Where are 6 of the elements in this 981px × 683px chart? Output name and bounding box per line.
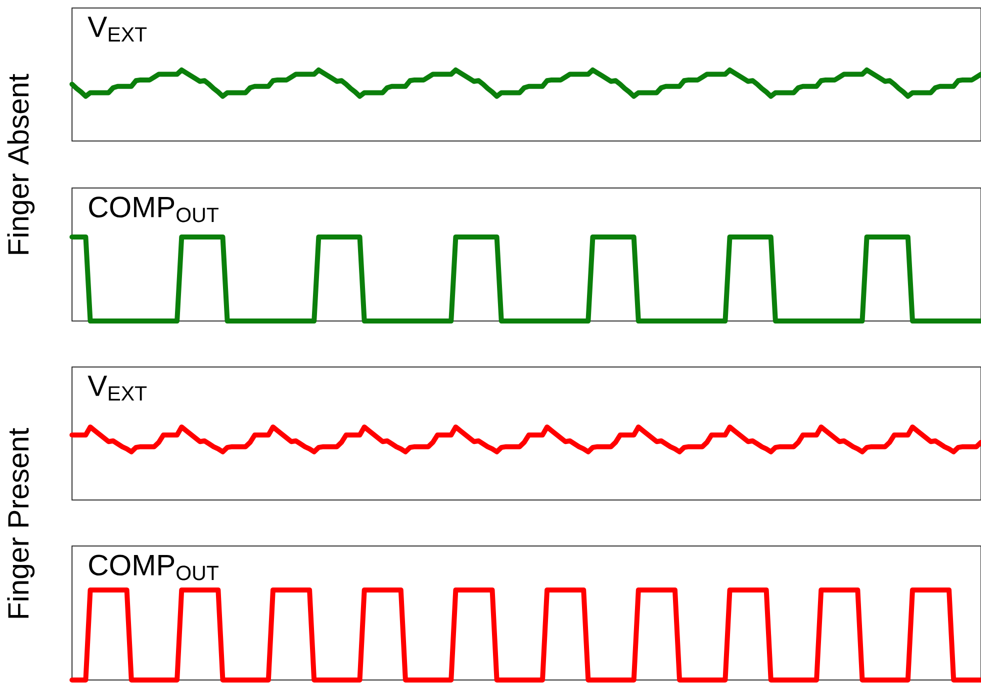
y-axis-title: Finger Present (7, 428, 35, 618)
chart-title: V$_{EXT}$ (88, 376, 147, 400)
chart-title: V$_{EXT}$ (88, 16, 147, 42)
y-axis-title: Finger Absent (7, 74, 35, 254)
chart-title: COMP$_{OUT}$ (89, 554, 218, 580)
chart-title: COMP$_{OUT}$ (89, 196, 218, 222)
